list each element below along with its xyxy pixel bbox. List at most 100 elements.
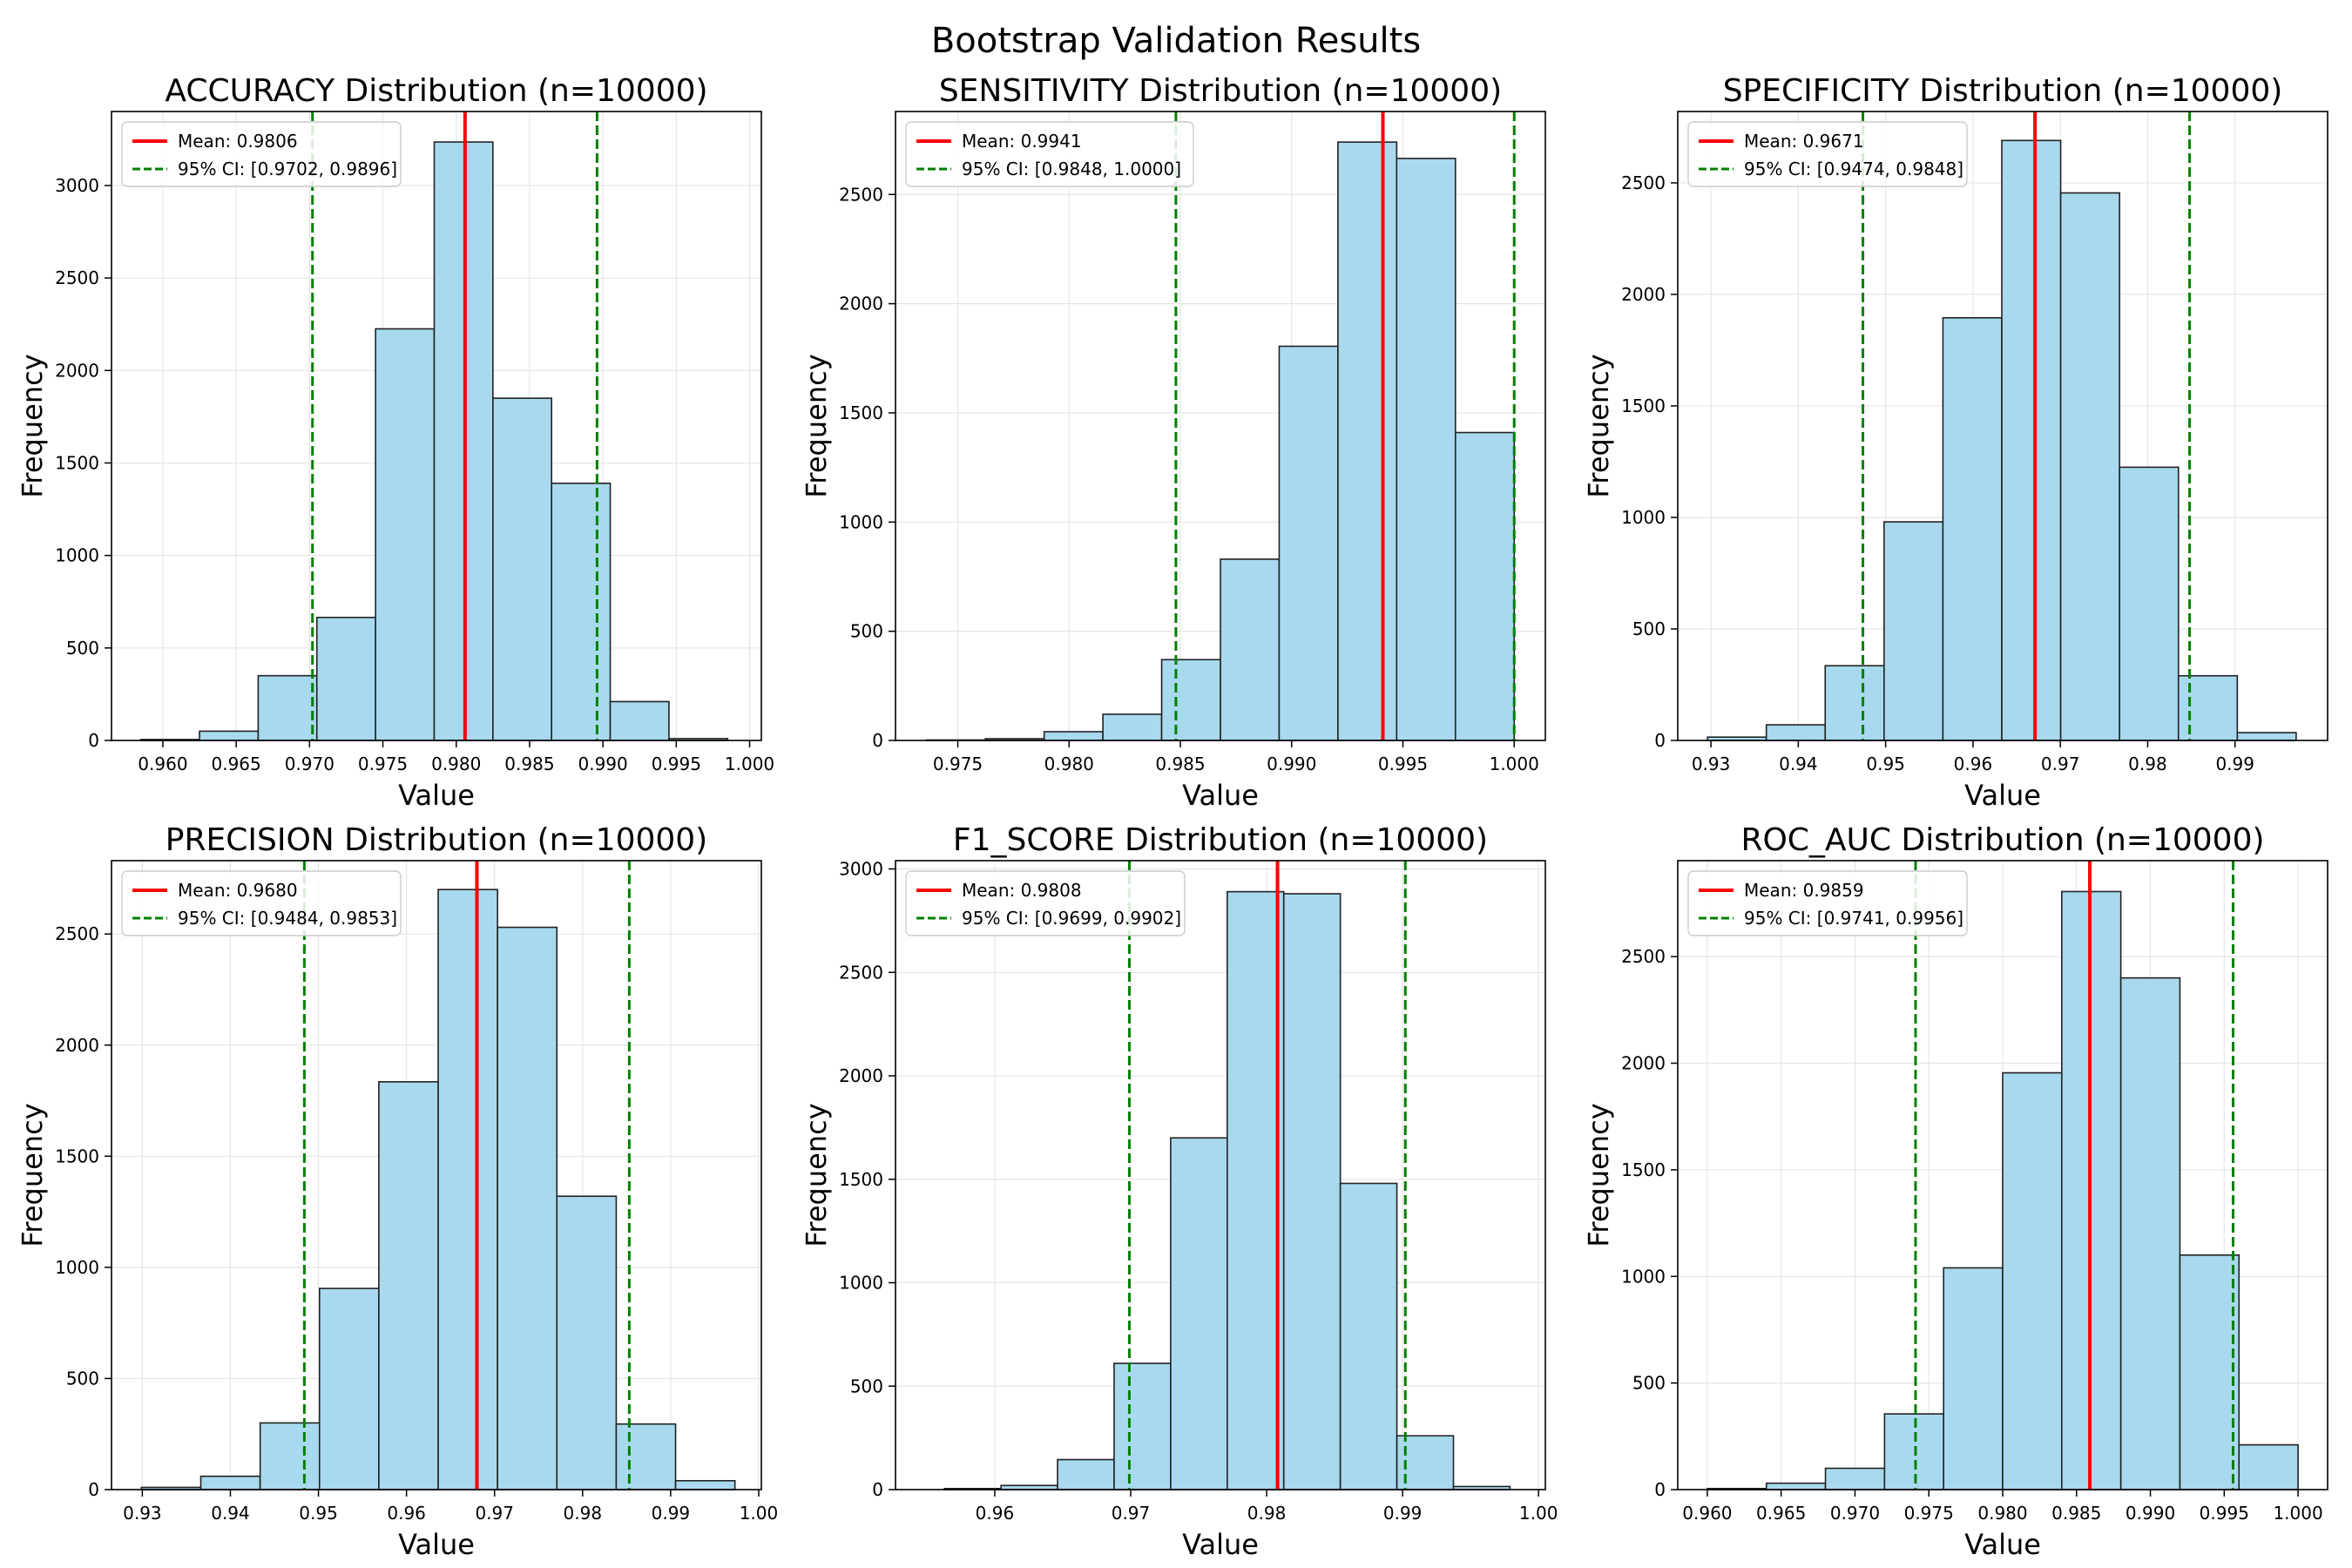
legend-mean-label: Mean: 0.9859	[1744, 880, 1864, 901]
legend-ci-label: 95% CI: [0.9848, 1.0000]	[962, 159, 1181, 179]
legend-box	[1687, 121, 1968, 187]
subplot-1: 0.960 0.965 0.970 0.975 0.980 0.985 0.990 0.995…	[16, 73, 774, 812]
legend-ci-label: 95% CI: [0.9741, 0.9956]	[1744, 908, 1963, 929]
subplot-3: 0.93 0.94 0.95 0.96 0.97 0.98 0.99 0 500 1000 1500…	[1582, 73, 2328, 812]
y-tick-label: 1000	[839, 511, 883, 532]
histogram-bar	[1282, 893, 1342, 1490]
y-tick-label: 500	[1632, 1373, 1666, 1394]
histogram-bar	[259, 1422, 321, 1490]
histogram-bar	[1942, 317, 2003, 741]
x-tick-label: 0.99	[2215, 754, 2254, 774]
legend-box	[121, 870, 402, 936]
histogram-bar	[1057, 1458, 1115, 1490]
histogram-bar	[1765, 1482, 1827, 1490]
x-tick-label: 0.980	[1044, 754, 1094, 774]
x-tick-label: 0.990	[578, 754, 627, 774]
subplot-title: SENSITIVITY Distribution (n=10000)	[939, 73, 1502, 109]
y-tick-label: 500	[66, 1368, 99, 1389]
y-axis-label: Frequency	[16, 354, 49, 497]
legend-ci-label: 95% CI: [0.9474, 0.9848]	[1744, 159, 1963, 179]
x-tick-label: 0.960	[1682, 1503, 1732, 1524]
histogram-bar	[1043, 731, 1104, 741]
histogram-bar	[674, 1479, 736, 1490]
x-tick-label: 0.97	[475, 1503, 514, 1524]
subplot-6: 0.960 0.965 0.970 0.975 0.980 0.985 0.990 0.995…	[1582, 822, 2328, 1561]
legend-box	[905, 870, 1186, 936]
histogram-bar	[497, 926, 558, 1490]
y-tick-label: 2500	[1621, 946, 1666, 967]
x-tick-label: 0.94	[1779, 754, 1818, 774]
x-tick-label: 0.98	[1247, 1503, 1287, 1524]
x-tick-label: 0.965	[212, 754, 261, 774]
axes-frame	[895, 860, 1546, 1490]
x-tick-label: 0.970	[285, 754, 335, 774]
x-tick-label: 0.980	[1977, 1503, 2027, 1524]
x-axis-label: Value	[398, 779, 475, 812]
axes-frame	[111, 111, 762, 741]
x-axis-label: Value	[1964, 1528, 2041, 1561]
x-axis-label: Value	[1964, 779, 2041, 812]
histogram-bar	[1883, 1413, 1944, 1490]
y-tick-label: 2500	[839, 962, 883, 983]
y-tick-label: 0	[872, 730, 883, 751]
histogram-bar	[1339, 1182, 1398, 1490]
x-tick-label: 0.97	[1112, 1503, 1151, 1524]
histogram-bar	[378, 1081, 439, 1490]
x-axis-label: Value	[1182, 1528, 1259, 1561]
x-tick-label: 0.99	[652, 1503, 691, 1524]
x-tick-label: 0.98	[2128, 754, 2167, 774]
subplot-title: ACCURACY Distribution (n=10000)	[165, 73, 707, 109]
legend-ci-label: 95% CI: [0.9484, 0.9853]	[178, 908, 397, 929]
histogram-bar	[609, 700, 670, 741]
histogram-bar	[492, 397, 552, 741]
histogram-bar	[1170, 1137, 1228, 1490]
x-tick-label: 0.985	[2051, 1503, 2101, 1524]
y-tick-label: 1000	[1621, 1266, 1666, 1287]
y-tick-label: 2500	[1621, 172, 1666, 193]
subplot-title: PRECISION Distribution (n=10000)	[166, 822, 707, 858]
x-tick-label: 0.970	[1830, 1503, 1880, 1524]
x-tick-label: 0.95	[1866, 754, 1905, 774]
y-tick-label: 3000	[839, 859, 883, 880]
histogram-bar	[2001, 139, 2062, 741]
x-tick-label: 0.975	[933, 754, 983, 774]
x-tick-label: 1.000	[1490, 754, 1539, 774]
subplot-title: F1_SCORE Distribution (n=10000)	[953, 822, 1488, 858]
y-tick-label: 2500	[839, 184, 883, 205]
x-tick-label: 0.95	[299, 1503, 338, 1524]
x-tick-label: 0.995	[2200, 1503, 2249, 1524]
x-tick-label: 0.990	[2126, 1503, 2175, 1524]
y-tick-label: 0	[88, 1479, 99, 1500]
x-tick-label: 0.975	[358, 754, 408, 774]
x-tick-label: 0.960	[138, 754, 187, 774]
y-tick-label: 1500	[839, 402, 883, 423]
subplot-title: ROC_AUC Distribution (n=10000)	[1740, 822, 2264, 858]
x-tick-label: 1.00	[740, 1503, 779, 1524]
y-tick-label: 0	[1654, 730, 1666, 751]
legend-box	[905, 121, 1194, 187]
y-tick-label: 2000	[55, 1035, 99, 1056]
x-tick-label: 0.93	[1692, 754, 1731, 774]
histogram-bar	[1883, 521, 1944, 741]
x-tick-label: 0.93	[123, 1503, 162, 1524]
x-axis-label: Value	[1182, 779, 1259, 812]
histogram-bar	[2119, 977, 2181, 1490]
x-tick-label: 0.980	[431, 754, 481, 774]
y-axis-label: Frequency	[16, 1103, 49, 1247]
x-tick-label: 0.98	[564, 1503, 603, 1524]
histogram-bar	[1765, 724, 1827, 741]
subplot-5: 0.96 0.97 0.98 0.99 1.00 0 500 1000 1500 2000 2500…	[800, 822, 1558, 1561]
y-tick-label: 1000	[839, 1273, 883, 1294]
y-tick-label: 2500	[55, 267, 99, 288]
histogram-bar	[1824, 1467, 1886, 1490]
legend-mean-label: Mean: 0.9941	[962, 131, 1082, 152]
histogram-bar	[2179, 1254, 2240, 1490]
histogram-bar	[556, 1195, 618, 1490]
x-tick-label: 0.96	[1954, 754, 1993, 774]
figure-title: Bootstrap Validation Results	[930, 21, 1422, 61]
histogram-bar	[375, 328, 436, 741]
x-tick-label: 0.990	[1267, 754, 1316, 774]
subplot-4: 0.93 0.94 0.95 0.96 0.97 0.98 0.99 1.00 0 500 1000…	[16, 822, 778, 1561]
x-tick-label: 0.97	[2041, 754, 2080, 774]
